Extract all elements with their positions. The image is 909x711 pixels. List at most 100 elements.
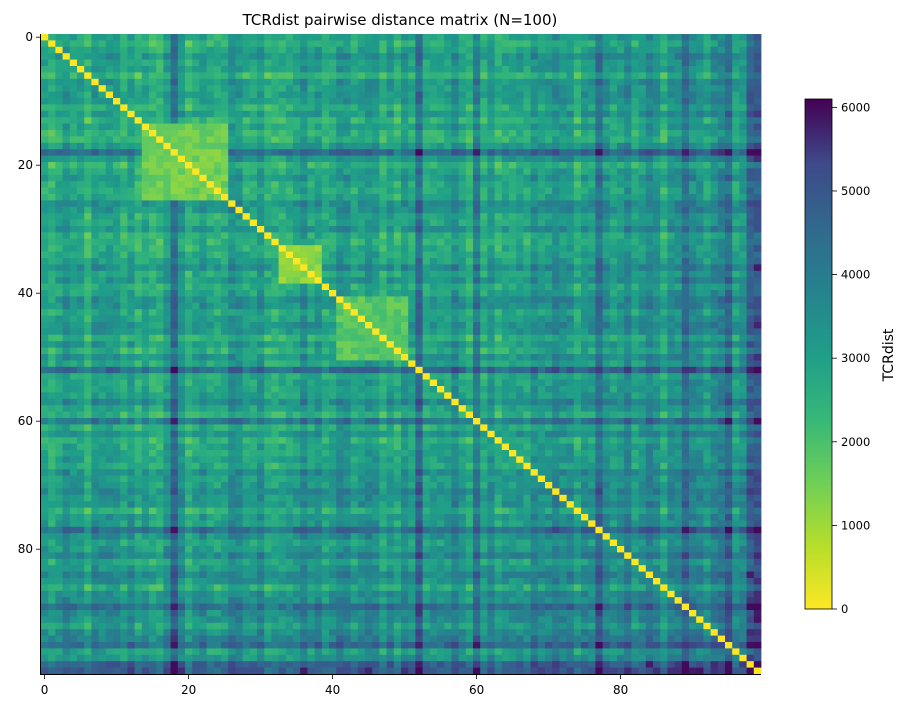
heatmap-cell bbox=[717, 98, 726, 105]
heatmap-cell bbox=[48, 226, 56, 233]
heatmap-cell bbox=[77, 187, 85, 195]
heatmap-cell bbox=[638, 53, 647, 60]
heatmap-cell bbox=[357, 149, 366, 156]
heatmap-cell bbox=[487, 181, 495, 188]
heatmap-cell bbox=[278, 302, 287, 310]
heatmap-cell bbox=[62, 213, 71, 220]
heatmap-cell bbox=[753, 34, 762, 41]
heatmap-cell bbox=[408, 174, 416, 182]
heatmap-cell bbox=[458, 334, 467, 342]
heatmap-cell bbox=[530, 277, 539, 284]
heatmap-cell bbox=[41, 264, 49, 272]
heatmap-cell bbox=[487, 226, 495, 233]
heatmap-cell bbox=[516, 142, 524, 150]
heatmap-cell bbox=[228, 194, 236, 201]
heatmap-cell bbox=[588, 296, 596, 304]
heatmap-cell bbox=[257, 328, 265, 336]
heatmap-cell bbox=[48, 315, 56, 323]
heatmap-cell bbox=[156, 206, 164, 214]
heatmap-cell bbox=[437, 40, 445, 48]
heatmap-cell bbox=[393, 226, 402, 233]
heatmap-cell bbox=[422, 162, 431, 169]
heatmap-cell bbox=[379, 34, 387, 41]
heatmap-cell bbox=[566, 258, 575, 265]
heatmap-cell bbox=[710, 322, 719, 329]
heatmap-cell bbox=[134, 104, 143, 112]
heatmap-cell bbox=[271, 181, 279, 188]
heatmap-cell bbox=[357, 59, 366, 67]
heatmap-cell bbox=[645, 347, 654, 355]
heatmap-cell bbox=[753, 174, 762, 182]
heatmap-cell bbox=[494, 322, 503, 329]
heatmap-cell bbox=[91, 181, 99, 188]
heatmap-cell bbox=[228, 296, 236, 304]
heatmap-cell bbox=[84, 149, 92, 156]
heatmap-cell bbox=[408, 53, 416, 60]
heatmap-cell bbox=[660, 315, 668, 323]
heatmap-cell bbox=[739, 200, 747, 208]
heatmap-cell bbox=[415, 290, 423, 297]
heatmap-cell bbox=[725, 34, 733, 41]
heatmap-cell bbox=[523, 290, 531, 297]
heatmap-cell bbox=[69, 187, 78, 195]
heatmap-cell bbox=[422, 46, 431, 54]
heatmap-cell bbox=[408, 290, 416, 297]
heatmap-cell bbox=[213, 130, 222, 137]
heatmap-cell bbox=[509, 302, 517, 310]
heatmap-cell bbox=[444, 110, 452, 118]
heatmap-cell bbox=[285, 206, 294, 214]
heatmap-cell bbox=[480, 72, 488, 80]
heatmap-cell bbox=[314, 187, 323, 195]
heatmap-cell bbox=[264, 136, 272, 144]
heatmap-cell bbox=[487, 194, 495, 201]
heatmap-cell bbox=[228, 46, 236, 54]
heatmap-cell bbox=[725, 123, 733, 131]
heatmap-cell bbox=[739, 117, 747, 124]
heatmap-cell bbox=[300, 219, 308, 227]
heatmap-cell bbox=[746, 168, 755, 176]
heatmap-cell bbox=[314, 334, 323, 342]
heatmap-cell bbox=[617, 98, 625, 105]
heatmap-cell bbox=[156, 238, 164, 246]
heatmap-cell bbox=[717, 174, 726, 182]
heatmap-cell bbox=[487, 277, 495, 284]
heatmap-cell bbox=[667, 219, 675, 227]
heatmap-cell bbox=[350, 302, 359, 310]
heatmap-cell bbox=[264, 123, 272, 131]
heatmap-cell bbox=[177, 315, 186, 323]
heatmap-cell bbox=[645, 187, 654, 195]
heatmap-cell bbox=[242, 277, 251, 284]
heatmap-cell bbox=[710, 40, 719, 48]
heatmap-cell bbox=[753, 91, 762, 99]
heatmap-cell bbox=[573, 347, 582, 355]
heatmap-cell bbox=[293, 264, 301, 272]
heatmap-cell bbox=[257, 206, 265, 214]
heatmap-cell bbox=[408, 270, 416, 278]
heatmap-cell bbox=[696, 200, 704, 208]
heatmap-cell bbox=[134, 85, 143, 92]
heatmap-cell bbox=[609, 98, 618, 105]
heatmap-cell bbox=[379, 322, 387, 329]
heatmap-cell bbox=[429, 40, 438, 48]
heatmap-cell bbox=[473, 322, 481, 329]
heatmap-cell bbox=[185, 91, 193, 99]
heatmap-cell bbox=[573, 149, 582, 156]
heatmap-cell bbox=[667, 91, 675, 99]
heatmap-cell bbox=[674, 283, 683, 291]
heatmap-cell bbox=[624, 98, 632, 105]
heatmap-cell bbox=[753, 226, 762, 233]
heatmap-cell bbox=[660, 334, 668, 342]
heatmap-cell bbox=[192, 123, 200, 131]
heatmap-cell bbox=[588, 206, 596, 214]
heatmap-cell bbox=[631, 59, 639, 67]
heatmap-cell bbox=[163, 46, 171, 54]
heatmap-cell bbox=[609, 66, 618, 73]
heatmap-cell bbox=[120, 277, 128, 284]
heatmap-cell bbox=[609, 238, 618, 246]
heatmap-cell bbox=[653, 226, 661, 233]
heatmap-cell bbox=[725, 46, 733, 54]
heatmap-cell bbox=[357, 334, 366, 342]
heatmap-cell bbox=[300, 206, 308, 214]
heatmap-cell bbox=[653, 277, 661, 284]
heatmap-cell bbox=[501, 149, 510, 156]
